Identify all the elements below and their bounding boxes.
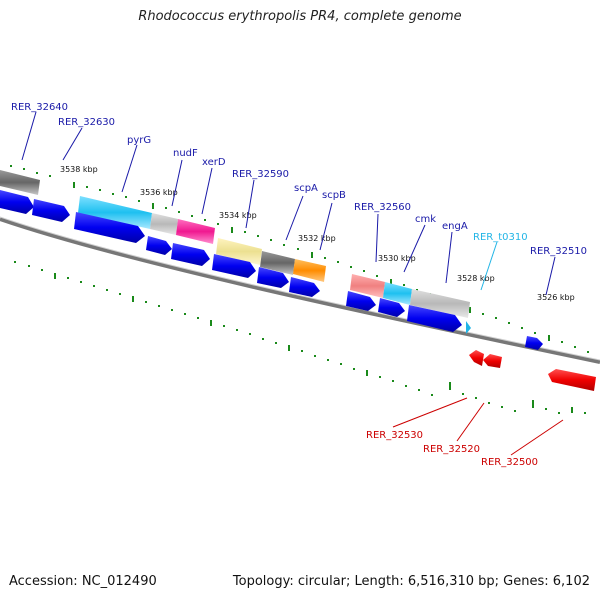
scale-label: 3528 kbp xyxy=(457,274,495,283)
cds-forward-arrow xyxy=(212,254,256,278)
cds-forward-arrow xyxy=(146,236,172,255)
gene-label-pyrG: pyrG xyxy=(127,135,151,146)
cds-forward-arrow xyxy=(407,305,462,332)
feature-xerD xyxy=(176,219,215,244)
cds-forward-arrow xyxy=(257,267,289,288)
cds-forward-arrow xyxy=(346,291,376,311)
rna-forward-arrow xyxy=(466,321,471,334)
cds-reverse-arrow xyxy=(483,354,502,368)
genome-backbone xyxy=(0,217,600,364)
gene-labels: RER_32640 RER_32630 pyrG nudF xerD RER_3… xyxy=(11,102,587,468)
feature-rer32560 xyxy=(350,274,385,298)
feature-scpB xyxy=(293,259,326,282)
label-leaders xyxy=(21,111,564,456)
scale-label: 3530 kbp xyxy=(378,254,416,263)
cds-forward-arrow xyxy=(289,277,320,297)
map-title: Rhodococcus erythropolis PR4, complete g… xyxy=(138,9,462,24)
cds-forward-arrow xyxy=(378,298,405,317)
genome-summary-text: Topology: circular; Length: 6,516,310 bp… xyxy=(232,574,590,589)
scale-label: 3534 kbp xyxy=(219,211,257,220)
feature-engA xyxy=(410,289,470,318)
inner-tick-ring xyxy=(14,261,586,414)
gene-label-engA: engA xyxy=(442,221,468,232)
gene-label-rer32630: RER_32630 xyxy=(58,117,115,128)
gene-label-scpB: scpB xyxy=(322,190,346,201)
gene-label-rer32640: RER_32640 xyxy=(11,102,68,113)
feature-scpA xyxy=(260,251,295,275)
scale-label: 3538 kbp xyxy=(60,165,98,174)
feature-cmk xyxy=(383,282,412,305)
scale-label: 3526 kbp xyxy=(537,293,575,302)
cds-forward-arrow xyxy=(74,212,145,243)
forward-cds-track xyxy=(0,190,543,350)
accession-text: Accession: NC_012490 xyxy=(9,574,157,589)
gene-label-nudF: nudF xyxy=(173,148,198,159)
feature-track-outer xyxy=(0,170,470,318)
feature-pyrG xyxy=(78,196,152,229)
gene-label-xerD: xerD xyxy=(202,157,226,168)
gene-label-rer32590: RER_32590 xyxy=(232,169,289,180)
reverse-cds-track xyxy=(469,350,596,391)
scale-label: 3536 kbp xyxy=(140,188,178,197)
gene-label-rert0310: RER_t0310 xyxy=(473,232,528,243)
cds-forward-arrow xyxy=(171,243,210,266)
gene-label-rer32520: RER_32520 xyxy=(423,444,480,455)
gene-label-cmk: cmk xyxy=(415,214,436,225)
gene-label-rer32530: RER_32530 xyxy=(366,430,423,441)
cds-reverse-arrow xyxy=(548,369,596,391)
feature-rer32640 xyxy=(0,170,40,195)
cds-forward-arrow xyxy=(0,190,34,214)
feature-nudF xyxy=(150,213,178,235)
cds-forward-arrow xyxy=(32,199,70,222)
feature-rer32590 xyxy=(216,238,262,265)
gene-label-scpA: scpA xyxy=(294,183,318,194)
scale-label: 3532 kbp xyxy=(298,234,336,243)
gene-label-rer32510: RER_32510 xyxy=(530,246,587,257)
cds-reverse-arrow xyxy=(469,350,484,366)
gene-label-rer32560: RER_32560 xyxy=(354,202,411,213)
scale-labels: 3538 kbp 3536 kbp 3534 kbp 3532 kbp 3530… xyxy=(60,165,575,302)
cds-forward-arrow xyxy=(525,336,543,350)
gene-label-rer32500: RER_32500 xyxy=(481,457,538,468)
